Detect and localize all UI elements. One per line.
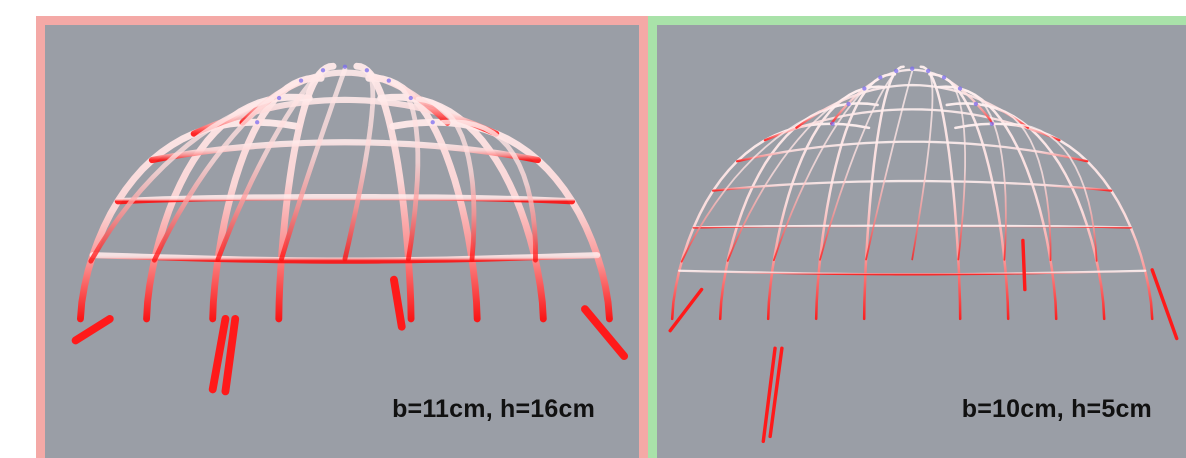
gridshell-rib — [415, 96, 477, 262]
joint-marker — [957, 86, 963, 91]
gridshell-rib — [678, 269, 1147, 276]
gridshell-rib — [819, 72, 896, 261]
joint-marker — [926, 68, 931, 74]
gridshell-rib — [946, 78, 966, 261]
support-leg — [221, 314, 240, 396]
joint-marker — [386, 78, 391, 83]
joint-marker — [276, 95, 282, 101]
gridshell-rib — [151, 80, 299, 263]
joint-marker — [910, 66, 915, 71]
gridshell-rib — [865, 70, 914, 261]
support-leg — [390, 275, 406, 331]
gridshell-rib — [190, 96, 500, 137]
gridshell-rib — [439, 119, 538, 263]
joint-marker — [830, 121, 835, 126]
right-gridshell-render — [668, 62, 1179, 444]
joint-marker — [862, 86, 867, 91]
left-panel: b=11cm, h=16cm — [36, 16, 648, 458]
joint-marker — [846, 101, 851, 107]
gridshell-rib — [981, 104, 1052, 262]
gridshell-rib — [772, 78, 878, 262]
gridshell-rib — [680, 104, 843, 263]
joint-marker — [894, 68, 899, 74]
gridshell-rib — [726, 89, 861, 262]
joint-marker — [255, 120, 260, 125]
gridshell-rib — [964, 89, 1007, 261]
gridshell-rib — [692, 224, 1132, 229]
gridshell-rib — [342, 70, 376, 262]
support-leg — [71, 314, 114, 345]
left-viewport: b=11cm, h=16cm — [45, 25, 639, 458]
joint-marker — [342, 64, 348, 69]
gridshell-rib — [215, 70, 324, 262]
support-leg — [761, 346, 777, 444]
support-leg — [208, 314, 230, 394]
joint-marker — [320, 68, 326, 73]
joint-marker — [408, 95, 413, 101]
gridshell-rib — [999, 122, 1098, 262]
gridshell-rib — [114, 194, 576, 205]
gridshell-rib — [88, 96, 275, 264]
joint-marker — [298, 78, 304, 83]
gridshell-rib — [279, 66, 348, 262]
left-dimension-label: b=11cm, h=16cm — [392, 395, 595, 423]
joint-marker — [878, 75, 883, 80]
right-viewport: b=10cm, h=5cm — [657, 25, 1186, 458]
joint-marker — [430, 120, 435, 125]
gridshell-rib — [911, 72, 934, 261]
left-gridshell-render — [71, 58, 629, 396]
joint-marker — [989, 121, 994, 126]
gridshell-rib — [391, 80, 421, 262]
joint-marker — [941, 75, 947, 80]
support-leg — [1150, 268, 1179, 341]
joint-marker — [973, 101, 979, 107]
support-leg — [1021, 238, 1027, 292]
right-dimension-label: b=10cm, h=5cm — [961, 395, 1152, 423]
joint-marker — [364, 68, 370, 73]
support-leg — [668, 287, 704, 333]
right-panel: b=10cm, h=5cm — [648, 16, 1186, 458]
support-leg — [768, 346, 784, 439]
gridshell-rib — [718, 102, 879, 321]
support-leg — [581, 305, 629, 361]
gridshell-rib — [735, 140, 1089, 163]
gridshell-rib — [148, 139, 542, 164]
